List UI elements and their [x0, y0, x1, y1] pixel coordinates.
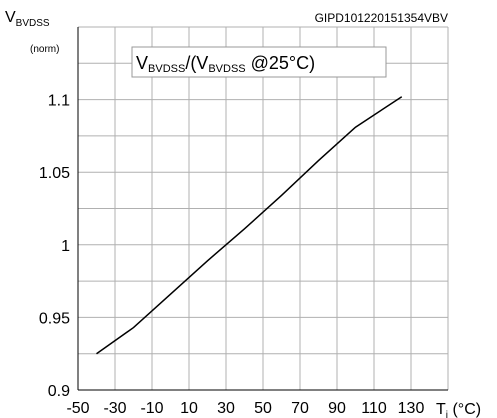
x-tick-label: 110	[361, 400, 387, 417]
x-tick-label: -50	[66, 400, 89, 417]
x-tick-label: 10	[180, 400, 198, 417]
y-tick-label: 0.9	[48, 383, 70, 400]
y-tick-label: 1	[61, 238, 70, 255]
y-tick-label: 1.1	[48, 93, 70, 110]
legend-box	[131, 46, 387, 78]
x-tick-label: 70	[291, 400, 309, 417]
x-tick-label: -10	[140, 400, 163, 417]
y-axis-label: VBVDSS	[5, 9, 50, 29]
data-line	[96, 96, 403, 355]
x-tick-label: 30	[217, 400, 235, 417]
x-tick-label: 130	[398, 400, 425, 417]
x-tick-label: 50	[254, 400, 272, 417]
x-tick-label: -30	[103, 400, 126, 417]
legend-label: VBVDSS/(VBVDSS @25°C)	[136, 53, 315, 75]
y-tick-label: 0.95	[39, 310, 70, 327]
y-unit: (norm)	[30, 44, 59, 55]
code-label: GIPD101220151354VBV	[315, 11, 448, 25]
x-tick-label: 90	[328, 400, 346, 417]
y-tick-label: 1.05	[39, 165, 70, 182]
x-axis-label: Tj (°C)	[436, 401, 481, 418]
